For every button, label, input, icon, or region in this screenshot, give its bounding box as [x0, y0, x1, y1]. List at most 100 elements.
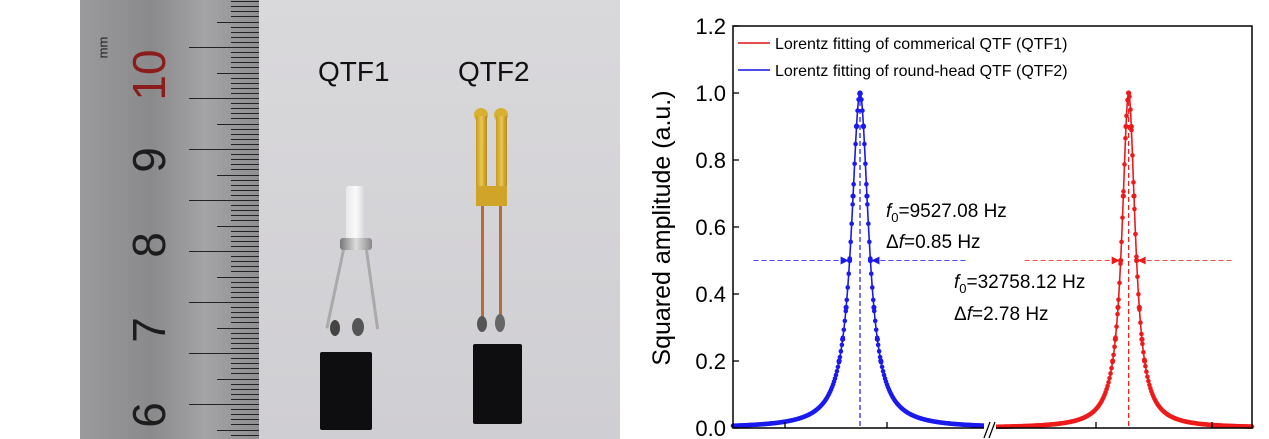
- ruler-tick: [231, 179, 259, 181]
- ruler-number: 6: [123, 402, 175, 428]
- data-point: [1119, 239, 1124, 245]
- ruler-tick: [231, 220, 259, 222]
- data-point: [850, 202, 855, 207]
- data-point: [1140, 341, 1145, 347]
- y-tick-label: 0.4: [695, 282, 726, 307]
- ruler-tick: [231, 215, 259, 217]
- data-point: [859, 97, 864, 102]
- data-point: [1146, 378, 1151, 384]
- ruler-tick: [217, 327, 259, 329]
- data-point: [843, 304, 849, 310]
- data-point: [1135, 274, 1140, 280]
- data-point: [837, 354, 843, 360]
- ruler-tick: [231, 383, 259, 385]
- data-point: [869, 285, 875, 290]
- data-point: [1130, 153, 1135, 158]
- data-point: [1136, 304, 1142, 310]
- ruler-tick: [231, 424, 259, 426]
- arrow-right-icon: [840, 256, 849, 265]
- data-point: [833, 372, 839, 378]
- ruler-tick: [231, 368, 259, 370]
- data-point: [1142, 358, 1148, 364]
- data-point: [877, 354, 883, 360]
- legend: Lorentz fitting of commerical QTF (QTF1)…: [738, 36, 1068, 80]
- y-tick-label: 0.0: [695, 416, 726, 439]
- ruler-tick: [231, 363, 259, 365]
- ruler-tick: [231, 286, 259, 288]
- ruler-tick: [231, 358, 259, 360]
- ruler-number: 9: [123, 147, 175, 173]
- data-point: [871, 304, 877, 310]
- data-point: [1131, 193, 1137, 199]
- data-point: [878, 358, 884, 364]
- y-tick-label: 1.2: [695, 14, 726, 39]
- data-point: [874, 336, 880, 342]
- data-point: [1110, 358, 1116, 364]
- data-point: [870, 297, 876, 303]
- svg-text:Δf=0.85 Hz: Δf=0.85 Hz: [886, 232, 981, 253]
- data-point: [834, 368, 840, 374]
- ruler-tick: [231, 388, 259, 390]
- data-point: [1115, 311, 1120, 317]
- ruler-tick: [231, 159, 259, 161]
- data-point: [1143, 363, 1148, 369]
- data-point: [860, 123, 867, 130]
- data-point: [832, 376, 838, 381]
- data-point: [844, 297, 850, 303]
- qtf1-label: QTF1: [318, 56, 390, 87]
- data-point: [1141, 350, 1146, 355]
- data-point: [864, 181, 869, 187]
- ruler-tick: [231, 281, 259, 283]
- data-point: [866, 221, 871, 227]
- ruler-tick: [231, 342, 259, 344]
- data-point: [1134, 254, 1139, 259]
- ruler-tick: [231, 113, 259, 115]
- ruler-tick: [231, 419, 259, 421]
- ruler-tick: [189, 302, 259, 303]
- ruler-tick: [231, 373, 259, 375]
- plot-frame: [732, 25, 1253, 429]
- data-point: [1117, 280, 1122, 286]
- ruler-tick: [231, 16, 259, 18]
- data-point: [875, 342, 881, 348]
- ruler-tick: [231, 169, 259, 171]
- ruler-tick: [217, 429, 259, 431]
- data-point: [1132, 206, 1137, 212]
- ruler-tick: [217, 276, 259, 278]
- ruler-tick: [217, 174, 259, 176]
- data-point: [839, 342, 845, 348]
- ruler-tick: [189, 98, 259, 99]
- data-point: [848, 239, 853, 245]
- ruler-tick: [231, 194, 259, 196]
- ruler-tick: [231, 184, 259, 186]
- data-point: [867, 257, 874, 264]
- ruler-tick: [189, 47, 259, 48]
- ruler-tick: [231, 312, 259, 314]
- data-point: [1121, 189, 1126, 194]
- data-point: [1134, 257, 1140, 264]
- data-point: [1129, 127, 1134, 133]
- svg-text:f0=32758.12 Hz: f0=32758.12 Hz: [954, 272, 1085, 296]
- data-point: [842, 318, 848, 324]
- data-point: [853, 123, 860, 130]
- data-point: [850, 193, 856, 199]
- ruler-tick: [189, 353, 259, 354]
- svg-text:Δf=2.78 Hz: Δf=2.78 Hz: [954, 304, 1049, 325]
- ruler-tick: [231, 240, 259, 242]
- data-point: [1120, 215, 1125, 220]
- data-point: [1109, 365, 1114, 371]
- ruler-tick: [231, 138, 259, 140]
- arrow-left-icon: [1137, 256, 1146, 265]
- data-point: [868, 271, 874, 277]
- data-point: [1128, 123, 1134, 130]
- ruler-tick: [189, 149, 259, 150]
- arrow-right-icon: [1111, 256, 1120, 265]
- qtf2-label: QTF2: [458, 56, 530, 87]
- data-point: [865, 202, 870, 207]
- ruler-tick: [231, 271, 259, 273]
- data-point: [841, 327, 847, 333]
- ruler-tick: [231, 235, 259, 237]
- ruler-number: 8: [123, 232, 175, 258]
- ruler-tick: [231, 307, 259, 309]
- ruler-tick: [231, 322, 259, 324]
